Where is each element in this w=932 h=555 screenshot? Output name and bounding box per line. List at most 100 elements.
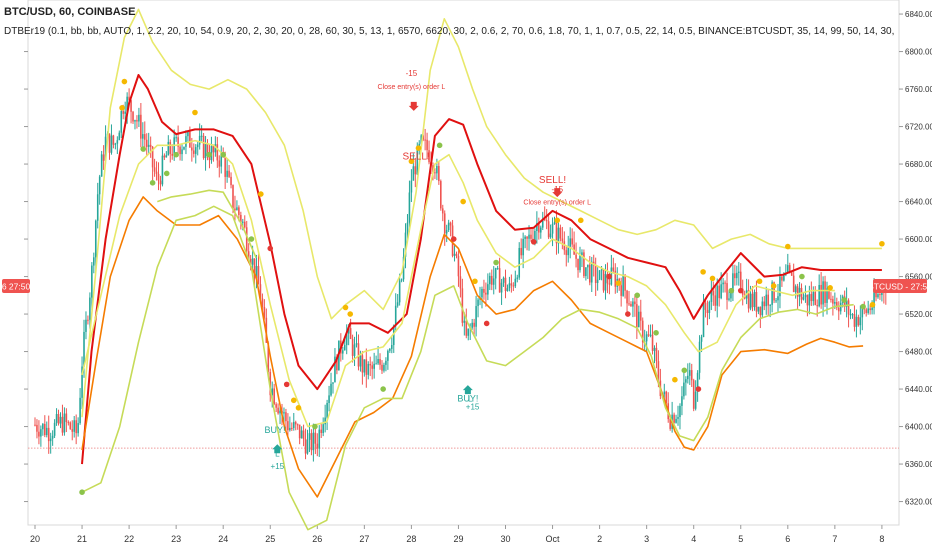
candle-body xyxy=(771,282,773,305)
candle-body xyxy=(865,309,868,313)
signal-dot xyxy=(79,489,85,495)
signal-dot xyxy=(472,278,478,285)
x-tick-label: 22 xyxy=(124,534,134,544)
candle-body xyxy=(271,388,274,396)
candle-body xyxy=(73,420,76,432)
candle-body xyxy=(330,383,332,396)
signal-dot xyxy=(695,386,702,392)
candle-body xyxy=(447,222,450,231)
signal-dot xyxy=(415,145,422,151)
candle-body xyxy=(385,360,387,365)
signal-label: L xyxy=(275,450,280,459)
candle-body xyxy=(292,422,295,429)
candle-body xyxy=(463,320,466,323)
candle-body xyxy=(247,251,250,259)
candle-body xyxy=(626,290,628,304)
candle-body xyxy=(543,218,546,220)
candle-body xyxy=(294,422,297,425)
candle-body xyxy=(502,277,505,283)
candle-body xyxy=(361,355,364,373)
candle-body xyxy=(443,213,446,234)
candle-body xyxy=(214,144,217,153)
candle-body xyxy=(77,423,79,434)
x-tick-label: 28 xyxy=(406,534,416,544)
indicator-line xyxy=(81,74,882,465)
candle-body xyxy=(761,301,764,316)
signal-dot xyxy=(342,304,349,311)
candle-body xyxy=(837,307,840,312)
candle-body xyxy=(255,266,258,279)
candle-body xyxy=(604,274,607,291)
indicator-line xyxy=(81,205,854,531)
candle-body xyxy=(349,328,352,339)
candle-body xyxy=(500,282,503,293)
y-tick-label-right: 6720.00 xyxy=(905,123,932,132)
candle-body xyxy=(481,289,483,298)
candle-body xyxy=(45,427,48,436)
signal-dot xyxy=(869,301,876,308)
signal-dot xyxy=(436,142,443,149)
candle-body xyxy=(279,410,281,414)
candle-body xyxy=(824,281,826,303)
candle-body xyxy=(655,347,658,362)
candle-body xyxy=(598,270,601,280)
candle-body xyxy=(149,144,152,147)
x-tick-label: 3 xyxy=(644,534,649,544)
signal-dot xyxy=(258,191,264,197)
signal-dot xyxy=(634,292,641,299)
candle-body xyxy=(720,284,722,299)
candle-body xyxy=(730,292,732,299)
price-tag-right xyxy=(873,278,927,293)
candle-body xyxy=(240,214,242,223)
candle-body xyxy=(57,414,60,424)
candle-body xyxy=(834,302,836,304)
candle-body xyxy=(155,171,158,174)
y-tick-label-right: 6800.00 xyxy=(905,48,932,57)
candle-body xyxy=(336,356,338,371)
candle-body xyxy=(363,359,366,373)
candle-body xyxy=(561,238,564,242)
candle-body xyxy=(365,359,368,375)
candle-body xyxy=(383,364,385,371)
candle-body xyxy=(389,348,391,351)
candle-body xyxy=(357,343,360,367)
y-tick-label-right: 6560.00 xyxy=(905,273,932,282)
y-tick-label-right: 6400.00 xyxy=(905,423,932,432)
candle-body xyxy=(867,308,869,313)
indicator-line xyxy=(157,189,257,259)
candle-body xyxy=(818,284,820,307)
candle-body xyxy=(547,221,550,238)
candle-body xyxy=(326,403,328,418)
signal-dot xyxy=(220,151,226,158)
candle-body xyxy=(639,311,642,321)
candle-body xyxy=(528,234,530,239)
candle-body xyxy=(304,438,307,454)
y-tick-label-right: 6320.00 xyxy=(905,498,932,507)
candle-body xyxy=(567,246,570,256)
candle-body xyxy=(253,258,256,279)
candle-body xyxy=(732,273,734,293)
candle-body xyxy=(138,114,140,122)
candle-body xyxy=(832,299,834,304)
candle-body xyxy=(614,270,617,287)
candle-body xyxy=(312,432,315,451)
candle-body xyxy=(98,176,101,195)
candle-body xyxy=(142,134,144,139)
candle-body xyxy=(461,288,464,323)
candle-body xyxy=(132,111,134,122)
price-tag-left-label: 6 27:50 xyxy=(2,281,31,291)
candle-body xyxy=(559,227,562,239)
candle-body xyxy=(638,311,640,328)
candle-body xyxy=(710,290,713,302)
candle-body xyxy=(355,343,358,345)
candle-body xyxy=(777,296,779,301)
signal-dot xyxy=(672,376,678,383)
candle-body xyxy=(100,154,103,177)
signal-dot xyxy=(756,278,763,285)
candle-body xyxy=(189,131,191,148)
signal-dot xyxy=(879,240,885,247)
y-tick-label-right: 6600.00 xyxy=(905,235,932,244)
candle-body xyxy=(89,297,91,320)
